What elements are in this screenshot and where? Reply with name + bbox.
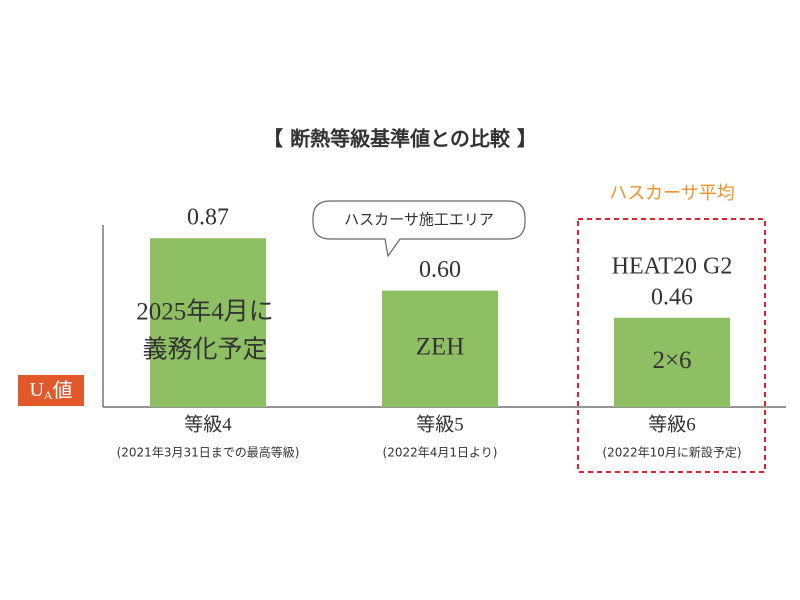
chart-title: 【 断熱等級基準値との比較 】 — [263, 127, 537, 151]
y-label: UA値 — [29, 378, 72, 402]
x-tick-label: 等級4 — [184, 413, 232, 435]
y-label-sub: A — [44, 388, 53, 402]
y-label-main: U — [29, 379, 44, 401]
x-tick-note: (2022年4月1日より) — [383, 446, 498, 460]
bar — [150, 238, 266, 407]
callout-text: ハスカーサ施工エリア — [344, 211, 494, 229]
y-label-box — [18, 375, 84, 406]
y-label-suffix: 値 — [53, 378, 73, 402]
x-tick-label: 等級6 — [648, 413, 696, 435]
x-tick-label: 等級5 — [416, 413, 464, 435]
bar — [614, 317, 730, 407]
value-label: 0.46 — [651, 284, 693, 310]
bar-label: 2025年4月に — [136, 297, 274, 325]
value-label: 0.87 — [187, 205, 229, 231]
bar-label: 2×6 — [652, 347, 691, 374]
callout-bubble — [312, 200, 526, 258]
x-tick-note: (2021年3月31日までの最高等級) — [117, 446, 300, 460]
bar-label: ZEH — [416, 334, 465, 361]
bar-annotation: HEAT20 G2 — [612, 253, 733, 279]
highlight-label: ハスカーサ平均 — [609, 183, 735, 204]
x-tick-note: (2022年10月に新設予定) — [602, 446, 741, 460]
value-label: 0.60 — [419, 257, 461, 283]
bar-label: 義務化予定 — [142, 335, 267, 363]
highlight-box — [577, 218, 766, 473]
bar — [382, 290, 498, 407]
